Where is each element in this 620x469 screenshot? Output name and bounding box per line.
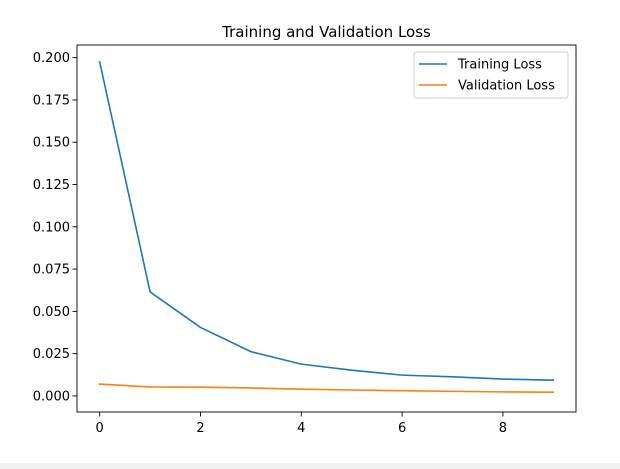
series-line-2	[98, 383, 555, 394]
y-tick-label-3: 0.075	[33, 263, 70, 278]
x-tick-label-0: 0	[96, 421, 104, 436]
y-tick-label-8: 0.200	[33, 51, 70, 66]
y-tick-label-4: 0.100	[33, 220, 70, 235]
plot-frame	[76, 44, 577, 413]
x-tick-label-4: 8	[499, 421, 507, 436]
x-tick-label-2: 4	[297, 421, 305, 436]
y-tick-label-1: 0.025	[33, 347, 70, 362]
x-tick-label-1: 2	[196, 421, 204, 436]
series-line-1	[98, 60, 555, 382]
y-tick-label-0: 0.000	[33, 389, 70, 404]
chart-title: Training and Validation Loss	[221, 23, 431, 41]
y-tick-label-2: 0.050	[33, 305, 70, 320]
legend: Training Loss Validation Loss	[413, 51, 569, 99]
legend-box	[413, 51, 569, 99]
y-tick-label-5: 0.125	[33, 178, 70, 193]
legend-label-1: Training Loss	[457, 58, 542, 73]
x-tick-label-3: 6	[398, 421, 406, 436]
legend-label-2: Validation Loss	[458, 79, 555, 94]
y-tick-label-6: 0.150	[33, 136, 70, 151]
window-bottom-strip	[0, 463, 620, 469]
y-tick-label-7: 0.175	[33, 93, 70, 108]
